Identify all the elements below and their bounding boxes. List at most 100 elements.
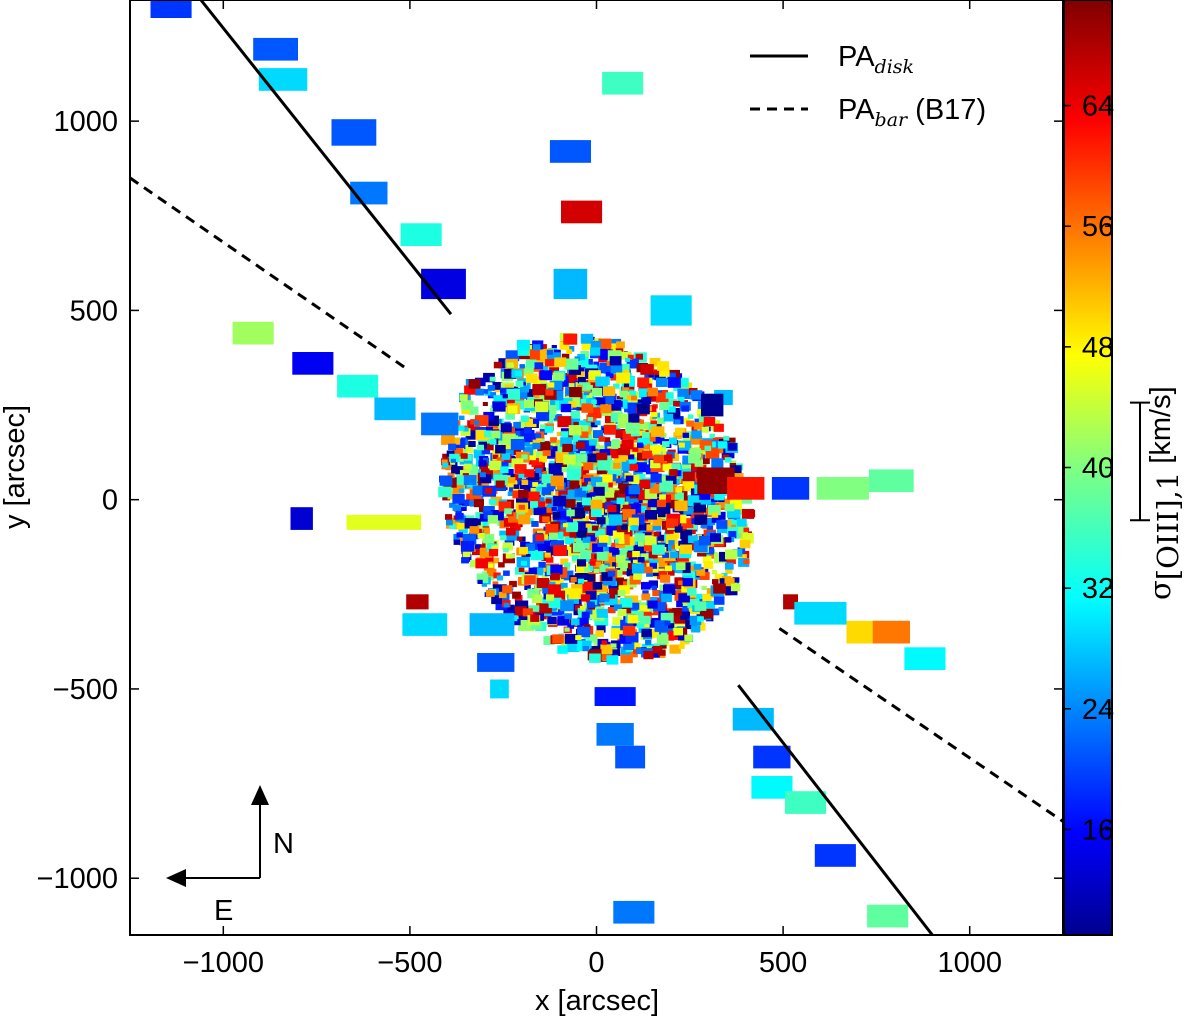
data-cell [505, 449, 514, 456]
data-cell [516, 430, 525, 438]
data-cell [633, 572, 643, 580]
data-cell [730, 465, 742, 475]
data-cell [530, 487, 536, 493]
data-cell [635, 600, 642, 605]
data-cell [583, 563, 594, 572]
data-cell [659, 643, 667, 649]
data-cell [449, 453, 460, 463]
data-cell [615, 554, 626, 563]
data-cell [605, 371, 614, 379]
data-cell [662, 463, 672, 471]
data-cell [545, 594, 555, 601]
data-cell [503, 606, 516, 617]
data-cell [590, 561, 596, 566]
data-cell [617, 460, 631, 471]
data-cell [694, 514, 708, 525]
data-cell [580, 550, 592, 560]
data-cell [509, 580, 517, 588]
data-cell [592, 543, 604, 553]
data-cell [492, 557, 500, 564]
data-cell [577, 377, 586, 384]
data-region [904, 647, 946, 670]
data-cell [674, 427, 685, 436]
data-cell [539, 424, 546, 429]
data-cell [637, 377, 650, 387]
data-cell [708, 441, 716, 448]
data-cell [667, 406, 676, 413]
data-cell [609, 356, 622, 366]
data-cell [582, 640, 592, 649]
data-cell [545, 524, 559, 535]
data-cell [638, 442, 651, 453]
data-cell [598, 445, 605, 451]
data-region [783, 594, 798, 610]
data-cell [613, 462, 621, 469]
data-cell [637, 605, 650, 615]
data-cell [548, 532, 558, 540]
legend-label-disk-base: PA [838, 41, 875, 73]
data-cell [728, 531, 737, 538]
data-cell [465, 464, 479, 475]
legend-label-bar-base: PA [838, 94, 875, 126]
data-cell [615, 478, 622, 484]
data-cell [715, 447, 724, 454]
data-cell [518, 620, 532, 631]
data-cell [703, 561, 714, 569]
data-region [794, 601, 847, 625]
data-region [867, 904, 909, 928]
data-cell [478, 460, 487, 467]
data-cell [623, 470, 629, 475]
data-cell [502, 585, 513, 594]
data-cell [516, 536, 523, 541]
data-cell [652, 544, 665, 555]
data-cell [587, 597, 598, 606]
pa-bar-line [778, 627, 1063, 823]
data-region [400, 223, 442, 246]
data-cell [676, 377, 689, 388]
data-cell [546, 349, 554, 355]
data-cell [480, 468, 493, 479]
data-cell [657, 361, 670, 371]
data-cell [743, 559, 750, 565]
data-cell [541, 575, 548, 580]
data-cell [681, 461, 691, 469]
data-cell [693, 593, 703, 602]
data-cell [520, 541, 530, 550]
data-cell [508, 512, 522, 523]
data-region [421, 412, 459, 436]
data-cell [477, 533, 485, 539]
data-cell [503, 443, 512, 450]
data-cell [500, 466, 509, 474]
data-cell [456, 532, 463, 538]
data-cell [492, 584, 507, 596]
data-cell [556, 506, 566, 514]
data-cell [699, 440, 713, 451]
data-cell [486, 568, 497, 577]
data-cell [660, 574, 671, 583]
data-cell [709, 552, 718, 559]
data-cell [681, 585, 690, 593]
data-cell [464, 463, 472, 470]
data-cell [560, 641, 567, 647]
data-cell [652, 434, 665, 444]
data-cell [587, 384, 593, 390]
data-cell [610, 542, 617, 548]
data-cell [651, 585, 657, 591]
colorbar-tick-label: 64 [1082, 91, 1114, 123]
data-region [402, 613, 448, 636]
data-cell [548, 446, 562, 458]
data-cell [587, 453, 599, 463]
data-cell [503, 602, 510, 608]
data-cell [643, 651, 654, 660]
data-cell [675, 562, 686, 571]
data-cell [549, 380, 563, 391]
data-cell [528, 567, 538, 575]
data-cell [580, 594, 591, 602]
data-cell [498, 591, 507, 599]
data-cell [681, 405, 690, 412]
data-cell [543, 636, 555, 645]
data-cell [452, 504, 461, 511]
data-cell [732, 549, 743, 557]
data-cell [519, 481, 530, 489]
data-cell [672, 607, 682, 616]
